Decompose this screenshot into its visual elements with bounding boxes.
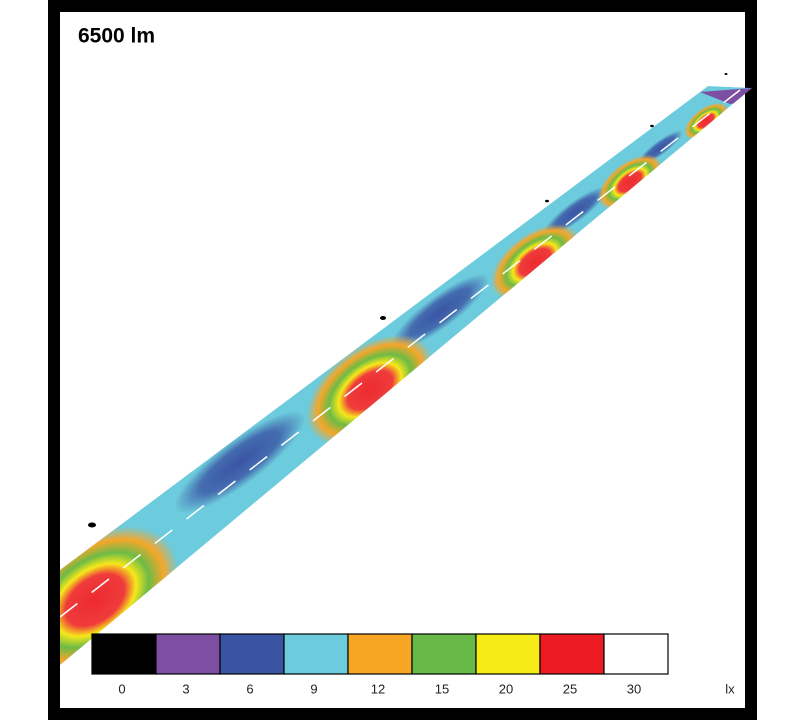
legend-label: 20 bbox=[499, 681, 513, 696]
legend-label: 3 bbox=[182, 681, 189, 696]
legend-label: 12 bbox=[371, 681, 385, 696]
legend-label: 9 bbox=[310, 681, 317, 696]
legend-swatch bbox=[475, 633, 541, 675]
legend-swatch bbox=[155, 633, 221, 675]
legend-swatch bbox=[603, 633, 669, 675]
legend-swatch bbox=[347, 633, 413, 675]
legend-swatch bbox=[91, 633, 157, 675]
title: 6500 lm bbox=[78, 25, 155, 48]
legend-swatch bbox=[219, 633, 285, 675]
luminaires bbox=[88, 73, 728, 528]
legend-swatch bbox=[411, 633, 477, 675]
legend-label: 0 bbox=[118, 681, 125, 696]
legend-label: 25 bbox=[563, 681, 577, 696]
legend-swatch bbox=[539, 633, 605, 675]
legend: 0 3 6 9 12 15 20 25 30 lx bbox=[91, 633, 735, 696]
legend-swatch bbox=[283, 633, 349, 675]
legend-label: 6 bbox=[246, 681, 253, 696]
legend-label: 30 bbox=[627, 681, 641, 696]
legend-label: 15 bbox=[435, 681, 449, 696]
legend-unit: lx bbox=[725, 681, 735, 696]
